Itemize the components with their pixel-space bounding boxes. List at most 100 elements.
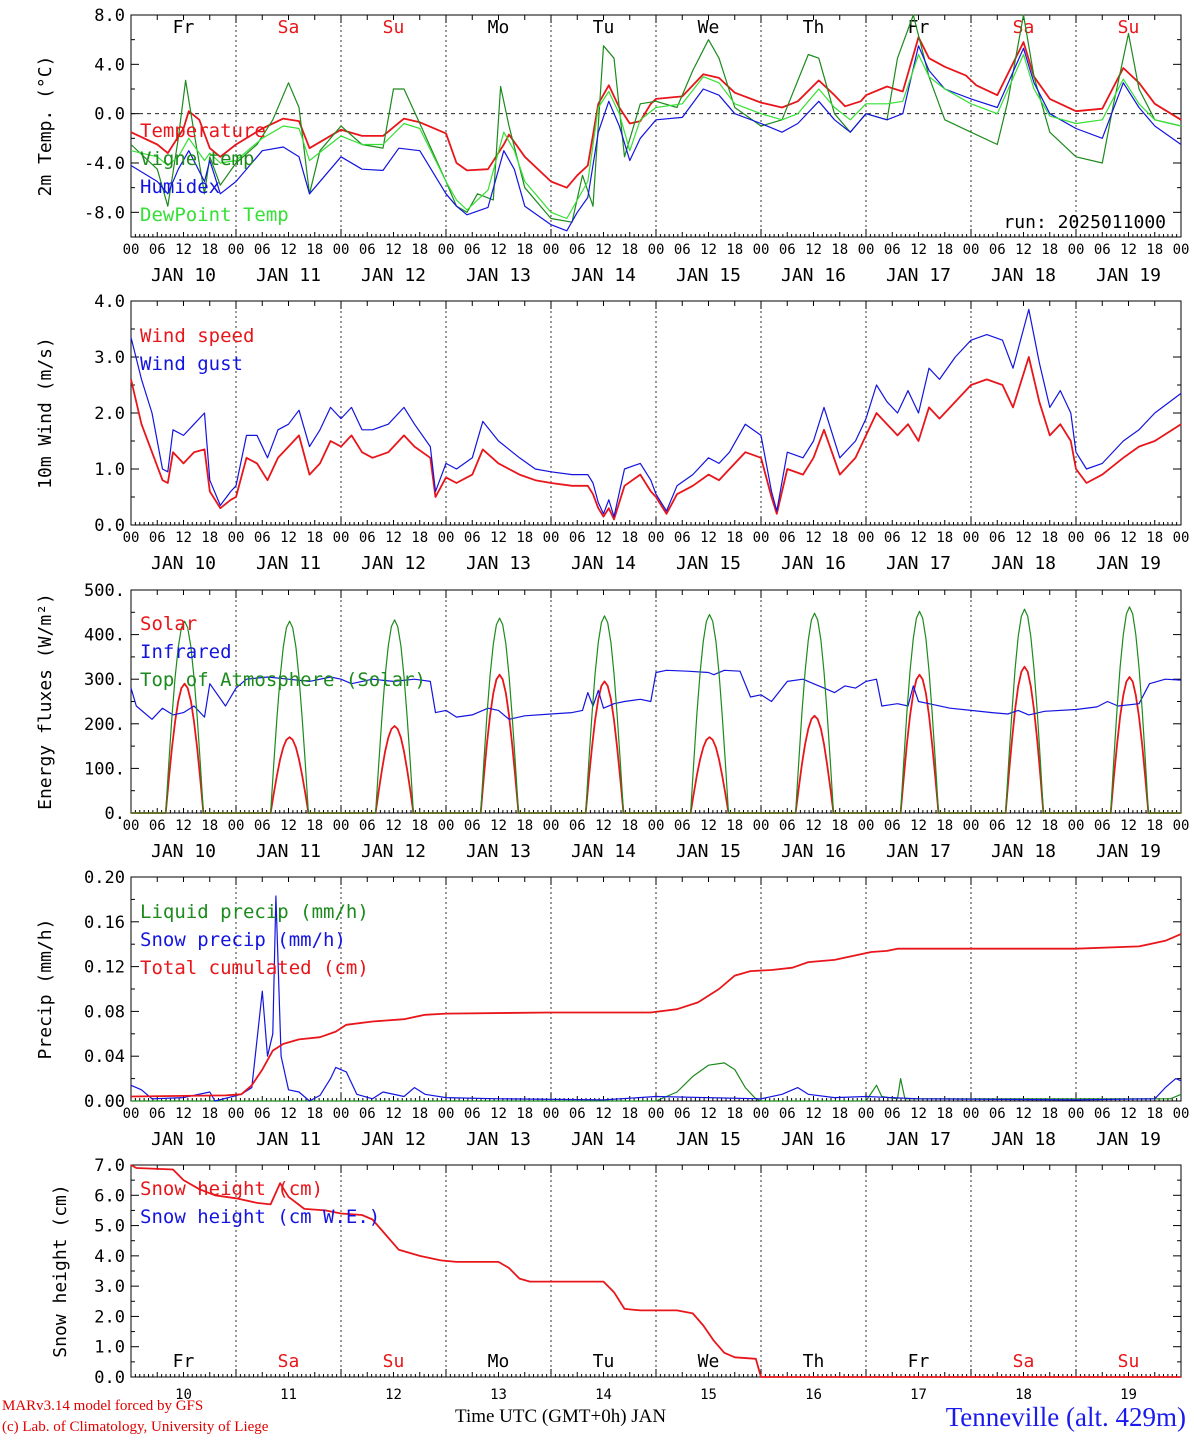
hour-tick-label: 00	[963, 242, 980, 258]
date-label: JAN 13	[466, 1129, 531, 1150]
y-tick-label: 7.0	[94, 1156, 125, 1176]
legend-entry: Infrared	[140, 641, 232, 663]
hour-tick-label: 06	[1094, 1106, 1111, 1122]
hour-tick-label: 06	[989, 530, 1006, 546]
series-line	[131, 1062, 1182, 1102]
hour-tick-label: 18	[411, 1106, 428, 1122]
day-name: Sa	[1013, 17, 1035, 38]
hour-tick-label: 12	[1120, 1106, 1137, 1122]
y-axis-title: Precip (mm/h)	[35, 919, 56, 1060]
y-tick-label: 4.0	[94, 292, 125, 312]
hour-tick-label: 00	[123, 530, 140, 546]
hour-tick-label: 06	[149, 242, 166, 258]
hour-tick-label: 06	[884, 818, 901, 834]
hour-tick-label: 12	[595, 1106, 612, 1122]
y-axis-title: 10m Wind (m/s)	[35, 337, 56, 489]
date-label: JAN 15	[676, 553, 741, 574]
legend-entry: Vigne temp	[140, 148, 254, 170]
day-name: Su	[383, 17, 405, 38]
hour-tick-label: 06	[464, 818, 481, 834]
hour-tick-label: 00	[648, 1106, 665, 1122]
panel-5: 7.0 6.0 5.0 4.0 3.0 2.0 1.0 0.0 Snow height (cm)…	[50, 1156, 1182, 1403]
hour-tick-label: 00	[543, 530, 560, 546]
y-tick-label: 2.0	[94, 404, 125, 424]
y-tick-label: 500.	[84, 581, 125, 601]
day-name: We	[698, 17, 720, 38]
hour-tick-label: 00	[753, 818, 770, 834]
hour-tick-label: 18	[201, 1106, 218, 1122]
hour-tick-label: 18	[306, 242, 323, 258]
hour-tick-label: 18	[1041, 530, 1058, 546]
day-number: 14	[595, 1387, 612, 1403]
hour-tick-label: 06	[359, 242, 376, 258]
series-line	[130, 308, 1182, 518]
panel-2: 4.0 3.0 2.0 1.0 0.0 10m Wind (m/s) 00 06 12 18 00 0…	[35, 292, 1189, 574]
hour-tick-label: 00	[543, 818, 560, 834]
day-number: 17	[910, 1387, 927, 1403]
hour-tick-label: 12	[175, 1106, 192, 1122]
hour-tick-label: 00	[1173, 818, 1190, 834]
legend-entry: Liquid precip (mm/h)	[140, 901, 369, 923]
series-line	[131, 606, 1181, 814]
panel-3: 500. 400. 300. 200. 100. 0. Energy fluxes (W/m…	[35, 581, 1189, 862]
hour-tick-label: 18	[831, 242, 848, 258]
date-label: JAN 15	[676, 265, 741, 286]
hour-tick-label: 12	[1015, 818, 1032, 834]
series-line	[130, 669, 1182, 720]
hour-tick-label: 12	[280, 1106, 297, 1122]
hour-tick-label: 12	[910, 818, 927, 834]
hour-tick-label: 06	[674, 1106, 691, 1122]
date-label: JAN 17	[886, 841, 951, 862]
hour-tick-label: 00	[228, 818, 245, 834]
hour-tick-label: 06	[359, 818, 376, 834]
hour-tick-label: 06	[149, 530, 166, 546]
day-number: 13	[490, 1387, 507, 1403]
hour-tick-label: 00	[1173, 1106, 1190, 1122]
day-name: Mo	[488, 17, 510, 38]
hour-tick-label: 12	[1120, 818, 1137, 834]
legend-entry: Wind gust	[140, 353, 243, 375]
hour-tick-label: 00	[753, 242, 770, 258]
date-label: JAN 18	[991, 1129, 1056, 1150]
date-label: JAN 11	[256, 265, 321, 286]
date-label: JAN 10	[151, 1129, 216, 1150]
y-tick-label: -4.0	[84, 154, 125, 174]
date-label: JAN 17	[886, 265, 951, 286]
y-tick-label: 0.04	[84, 1047, 125, 1067]
y-tick-label: 1.0	[94, 460, 125, 480]
date-label: JAN 19	[1096, 265, 1161, 286]
day-name: Th	[803, 17, 825, 38]
day-number: 12	[385, 1387, 402, 1403]
hour-tick-label: 12	[1120, 242, 1137, 258]
hour-tick-label: 00	[228, 1106, 245, 1122]
y-tick-label: 8.0	[94, 6, 125, 26]
hour-tick-label: 06	[884, 530, 901, 546]
day-number: 19	[1120, 1387, 1137, 1403]
y-tick-label: 0.0	[94, 105, 125, 125]
series-line	[130, 45, 1182, 232]
date-label: JAN 18	[991, 265, 1056, 286]
series-line	[130, 895, 1182, 1102]
y-tick-label: 0.0	[94, 1368, 125, 1388]
series-line	[130, 36, 1182, 189]
lab-credit: (c) Lab. of Climatology, University of L…	[2, 1419, 269, 1435]
day-number: 11	[280, 1387, 297, 1403]
hour-tick-label: 12	[700, 1106, 717, 1122]
legend-entry: Top of Atmosphere (Solar)	[140, 669, 426, 691]
hour-tick-label: 12	[595, 818, 612, 834]
hour-tick-label: 06	[254, 242, 271, 258]
hour-tick-label: 06	[359, 530, 376, 546]
hour-tick-label: 06	[464, 242, 481, 258]
y-axis-title: Snow height (cm)	[50, 1184, 71, 1357]
y-tick-label: 400.	[84, 626, 125, 646]
hour-tick-label: 18	[1041, 242, 1058, 258]
hour-tick-label: 12	[175, 818, 192, 834]
hour-tick-label: 00	[438, 818, 455, 834]
hour-tick-label: 18	[726, 530, 743, 546]
hour-tick-label: 00	[1068, 818, 1085, 834]
y-tick-label: 4.0	[94, 55, 125, 75]
y-tick-label: 200.	[84, 715, 125, 735]
series-line	[130, 933, 1182, 1098]
series-line	[130, 356, 1182, 521]
y-tick-label: 0.	[105, 804, 125, 824]
